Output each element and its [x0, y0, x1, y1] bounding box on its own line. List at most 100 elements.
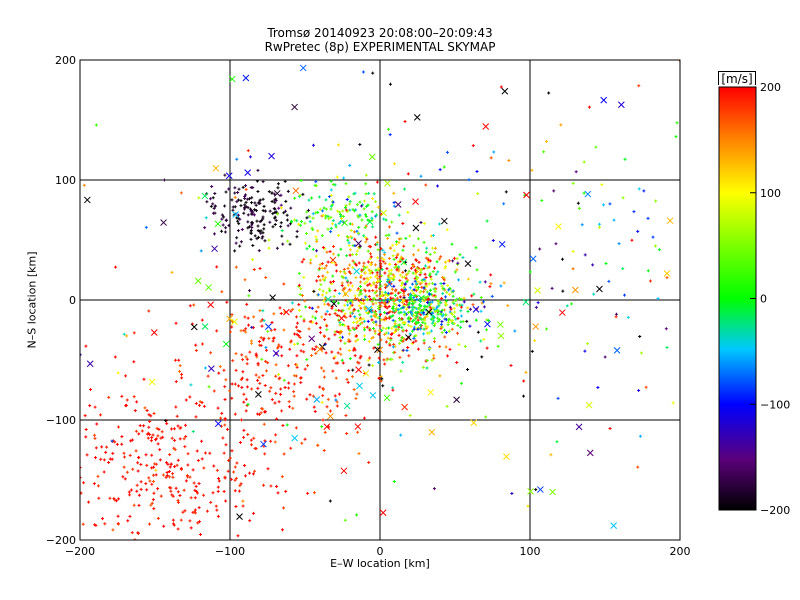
- data-point: [215, 508, 219, 512]
- data-point: [431, 270, 435, 274]
- data-point: [279, 193, 283, 197]
- data-point: [138, 424, 142, 428]
- data-point: [240, 376, 244, 380]
- data-point: [233, 465, 237, 469]
- data-point: [394, 328, 398, 332]
- data-point: [465, 319, 469, 323]
- data-point: [391, 318, 395, 322]
- data-point-x: [418, 294, 425, 302]
- x-tick-label: 200: [670, 545, 691, 558]
- data-point: [425, 331, 429, 335]
- data-point-x: [282, 308, 290, 316]
- data-point: [236, 219, 240, 223]
- data-point: [591, 263, 595, 267]
- data-point: [451, 294, 455, 298]
- data-point: [338, 270, 342, 274]
- data-point: [349, 281, 353, 285]
- data-point: [236, 534, 240, 538]
- data-point: [399, 284, 403, 288]
- data-point: [136, 461, 140, 465]
- data-point: [235, 200, 239, 204]
- data-point: [621, 267, 625, 271]
- data-point: [307, 198, 311, 202]
- data-point: [244, 184, 248, 188]
- data-point: [262, 204, 266, 208]
- data-point: [233, 489, 237, 493]
- data-point: [282, 282, 286, 286]
- data-point: [343, 323, 347, 327]
- data-point-x: [412, 198, 419, 206]
- data-point: [371, 289, 375, 293]
- data-point: [544, 139, 548, 143]
- data-point: [370, 299, 374, 303]
- data-point: [334, 308, 338, 312]
- data-point-x: [201, 323, 209, 330]
- data-point: [224, 218, 228, 222]
- data-point: [134, 449, 138, 453]
- data-points: [80, 60, 680, 540]
- data-point: [275, 417, 279, 421]
- data-point: [320, 315, 324, 319]
- data-point: [240, 228, 244, 232]
- data-point: [379, 284, 383, 288]
- data-point: [272, 198, 276, 202]
- data-point: [321, 274, 325, 278]
- data-point: [439, 282, 443, 286]
- data-point: [569, 302, 573, 306]
- data-point: [245, 357, 249, 361]
- data-point: [168, 453, 172, 457]
- data-point: [108, 496, 112, 500]
- data-point: [375, 180, 379, 184]
- data-point: [432, 353, 436, 357]
- data-point: [221, 436, 225, 440]
- data-point: [366, 249, 370, 253]
- data-point: [385, 306, 389, 310]
- data-point-x: [666, 217, 674, 225]
- data-point: [391, 306, 395, 310]
- data-point: [256, 412, 260, 416]
- data-point: [250, 341, 254, 345]
- data-point: [364, 213, 368, 217]
- data-point: [383, 290, 387, 294]
- data-point: [142, 377, 146, 381]
- data-point: [294, 374, 298, 378]
- data-point: [644, 385, 648, 389]
- data-point: [287, 400, 291, 404]
- data-point: [375, 273, 379, 277]
- data-point: [547, 91, 551, 95]
- data-point: [363, 289, 367, 293]
- data-point: [379, 338, 383, 342]
- data-point: [249, 443, 253, 447]
- data-point: [395, 243, 399, 247]
- data-point: [291, 406, 295, 410]
- data-point: [436, 299, 440, 303]
- data-point: [344, 208, 348, 212]
- data-point-x: [148, 378, 156, 386]
- data-point: [283, 179, 287, 183]
- data-point: [358, 213, 362, 217]
- data-point: [657, 248, 661, 252]
- data-point: [223, 398, 227, 402]
- data-point: [375, 280, 379, 284]
- data-point: [364, 306, 368, 310]
- data-point: [280, 354, 284, 358]
- data-point: [348, 314, 352, 318]
- data-point: [230, 382, 234, 386]
- data-point: [444, 345, 448, 349]
- data-point: [167, 470, 171, 474]
- data-point: [375, 213, 379, 217]
- data-point: [413, 306, 417, 310]
- data-point: [151, 498, 155, 502]
- x-tick-label: −200: [65, 545, 95, 558]
- data-point: [320, 400, 324, 404]
- data-point: [376, 248, 380, 252]
- data-point: [311, 394, 315, 398]
- data-point-x: [268, 152, 275, 160]
- data-point: [346, 238, 350, 242]
- data-point: [368, 328, 372, 332]
- data-point: [311, 347, 315, 351]
- data-point: [251, 258, 255, 262]
- data-point: [444, 330, 448, 334]
- data-point: [306, 208, 310, 212]
- data-point: [295, 229, 299, 233]
